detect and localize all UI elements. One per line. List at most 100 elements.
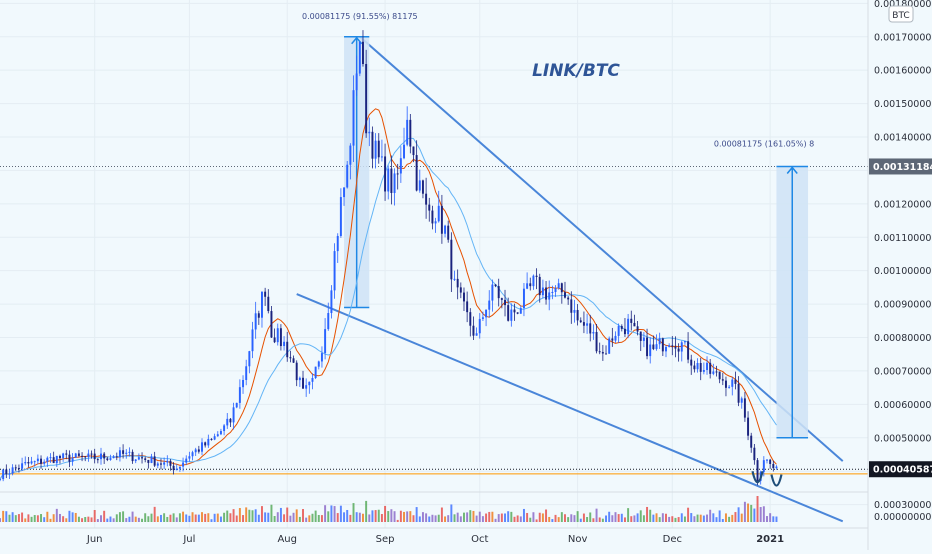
candle-body [403, 144, 405, 159]
volume-bar [87, 516, 90, 522]
candle-body [257, 313, 260, 318]
volume-bar [545, 509, 548, 522]
volume-bar [175, 517, 178, 522]
candle-body [30, 461, 33, 464]
volume-bar [665, 513, 667, 522]
candle-body [668, 345, 671, 347]
candle-body [137, 457, 140, 460]
candle-body [235, 402, 238, 408]
currency-badge[interactable] [888, 5, 914, 23]
last-price-label-bg [869, 461, 932, 478]
volume-bar [406, 511, 409, 522]
candle-body [115, 456, 118, 458]
candle-body [516, 312, 519, 314]
volume-bar [58, 513, 61, 522]
volume-bar [494, 518, 497, 522]
candle-body [122, 450, 125, 454]
candle-body [396, 173, 399, 175]
volume-bar [260, 506, 263, 522]
candle-body [283, 341, 286, 347]
y-tick-label: 0.00180000 [874, 0, 931, 10]
y-tick-label: 0.00170000 [874, 32, 931, 43]
candle-body [545, 287, 548, 300]
volume-bar [365, 500, 368, 522]
candle-body [343, 187, 346, 198]
price-axis-pane[interactable] [868, 0, 932, 550]
candle-body [43, 461, 46, 464]
candle-body [734, 379, 737, 384]
volume-bar [617, 514, 620, 522]
candle-body [437, 205, 440, 222]
volume-bar [598, 517, 601, 522]
candle-body [415, 155, 418, 191]
candle-body [109, 458, 112, 460]
volume-bar [276, 512, 279, 522]
volume-bar [447, 515, 450, 522]
volume-bar [238, 508, 241, 522]
candle-body [17, 467, 20, 469]
candle-body [141, 457, 144, 459]
volume-bar [40, 514, 43, 522]
volume-bar [693, 516, 696, 522]
candle-body [286, 341, 289, 358]
volume-bar [434, 515, 437, 522]
volume-bar [49, 518, 52, 522]
volume-bar [699, 514, 702, 522]
volume-bar [431, 514, 434, 522]
volume-bar [185, 514, 188, 522]
candle-body [614, 335, 617, 341]
candle-body [96, 459, 99, 461]
volume-bar [428, 516, 431, 522]
volume-bar [775, 516, 778, 522]
candle-body [11, 467, 14, 474]
volume-bar [235, 515, 238, 522]
volume-bar [548, 516, 551, 522]
volume-bar [153, 506, 156, 522]
candle-body [36, 458, 39, 462]
candle-body [159, 463, 162, 465]
candle-body [586, 323, 589, 326]
volume-bar [715, 517, 718, 522]
volume-bar [702, 515, 705, 522]
y-tick-label: 0.00110000 [874, 233, 931, 244]
volume-bar [608, 511, 611, 522]
x-tick-label: Nov [568, 534, 588, 545]
volume-bar [273, 516, 276, 522]
volume-bar [298, 516, 301, 522]
volume-bar [191, 512, 194, 522]
volume-bar [232, 509, 235, 522]
volume-bar [377, 509, 380, 522]
candle-body [21, 463, 24, 469]
target-price-label-bg [869, 158, 932, 175]
candle-body [431, 210, 434, 224]
volume-bar [245, 507, 248, 522]
y-tick-label: 0.00060000 [874, 400, 931, 411]
candle-body [497, 286, 500, 299]
candle-body [74, 453, 77, 458]
candles[interactable] [0, 30, 778, 486]
volume-bar [24, 518, 27, 522]
candle-body [548, 292, 551, 300]
volume-bar [327, 511, 330, 522]
candle-body [229, 418, 232, 423]
volume-bar [65, 518, 68, 522]
candle-body [608, 338, 611, 354]
candle-body [311, 378, 314, 382]
volume-bar [560, 512, 563, 522]
candle-body [232, 407, 235, 423]
volume-bar [507, 511, 510, 522]
candle-body [308, 381, 311, 386]
volume-bar [463, 512, 465, 522]
candle-body [456, 278, 459, 288]
candle-body [579, 320, 582, 323]
volume-bar [207, 513, 210, 522]
volume-bar [112, 518, 115, 522]
candle-body [150, 456, 153, 463]
volume-bar [481, 516, 484, 522]
candle-body [226, 418, 229, 426]
candle-body [125, 452, 128, 454]
candle-body [481, 317, 484, 319]
candle-body [24, 462, 27, 464]
